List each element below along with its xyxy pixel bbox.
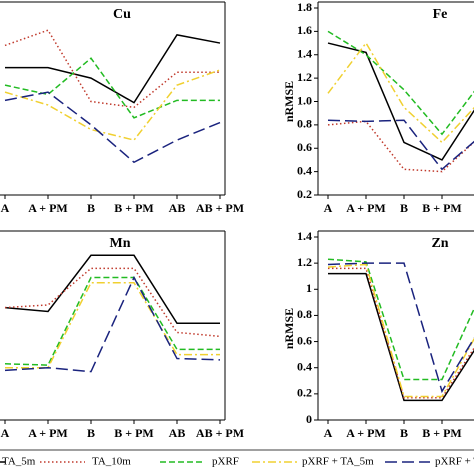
panel-title: Mn <box>110 236 131 251</box>
x-tick-label: B <box>87 426 95 440</box>
x-tick-label: A + PM <box>346 426 386 440</box>
legend-label: pXRF + T <box>435 456 474 468</box>
y-tick-label: 0.2 <box>297 386 312 400</box>
y-tick-label: 0 <box>306 412 312 426</box>
x-tick-label: AB + PM <box>196 426 244 440</box>
y-tick-label: 0.8 <box>297 307 312 321</box>
series-line <box>4 69 221 141</box>
y-tick-label: 0.6 <box>297 140 312 154</box>
legend-label: pXRF + TA_5m <box>302 456 374 468</box>
series-line <box>328 272 474 402</box>
series-line <box>4 254 220 325</box>
y-tick-label: 1.4 <box>297 229 312 243</box>
panel-title: Fe <box>433 7 448 22</box>
x-tick-label: AB <box>169 426 186 440</box>
y-tick-label: 1 <box>306 281 312 295</box>
y-tick-label: 0.4 <box>297 359 312 373</box>
panel-title: Cu <box>113 7 131 22</box>
x-tick-label: B + PM <box>114 426 154 440</box>
legend-label: TA_10m <box>92 456 131 468</box>
y-tick-label: 1.2 <box>297 70 312 84</box>
series-line <box>5 34 221 104</box>
y-tick-label: 1.0 <box>297 93 312 107</box>
series-line <box>4 276 220 366</box>
panel-title: Zn <box>431 236 448 251</box>
x-tick-label: A <box>324 201 333 215</box>
x-tick-label: A + PM <box>346 201 386 215</box>
series-line <box>327 30 474 136</box>
y-axis-label: nRMSE <box>282 81 296 122</box>
series-line <box>327 120 474 173</box>
x-tick-label: A <box>1 426 10 440</box>
series-line <box>4 267 221 338</box>
x-tick-label: B <box>87 201 95 215</box>
x-tick-label: B + PM <box>422 201 462 215</box>
x-tick-label: B + PM <box>422 426 462 440</box>
x-tick-label: B + PM <box>114 201 154 215</box>
x-tick-label: A <box>324 426 333 440</box>
y-tick-label: 1.4 <box>297 47 312 61</box>
y-tick-label: 1.2 <box>297 255 312 269</box>
y-tick-label: 0.8 <box>297 117 312 131</box>
series-line <box>328 267 474 399</box>
y-tick-label: 0.6 <box>297 333 312 347</box>
series-line <box>327 258 474 381</box>
series-line <box>327 262 474 394</box>
y-tick-label: 1.6 <box>297 23 312 37</box>
y-tick-label: 1.8 <box>297 0 312 14</box>
x-tick-label: AB + PM <box>196 201 244 215</box>
series-line <box>327 42 474 161</box>
series-line <box>4 29 220 109</box>
x-tick-label: A + PM <box>28 426 68 440</box>
x-tick-label: AB <box>169 201 186 215</box>
series-line <box>327 41 474 144</box>
legend-label: TA_5m <box>2 456 36 468</box>
series-line <box>4 275 221 373</box>
series-line <box>327 263 474 398</box>
x-tick-label: B <box>400 426 408 440</box>
legend-label: pXRF <box>212 456 239 468</box>
series-line <box>327 119 474 171</box>
x-tick-label: A <box>1 201 10 215</box>
y-tick-label: 0.2 <box>297 187 312 201</box>
y-tick-label: 0.4 <box>297 163 312 177</box>
y-axis-label: nRMSE <box>282 308 296 349</box>
x-tick-label: A + PM <box>28 201 68 215</box>
series-line <box>4 91 221 164</box>
x-tick-label: B <box>400 201 408 215</box>
